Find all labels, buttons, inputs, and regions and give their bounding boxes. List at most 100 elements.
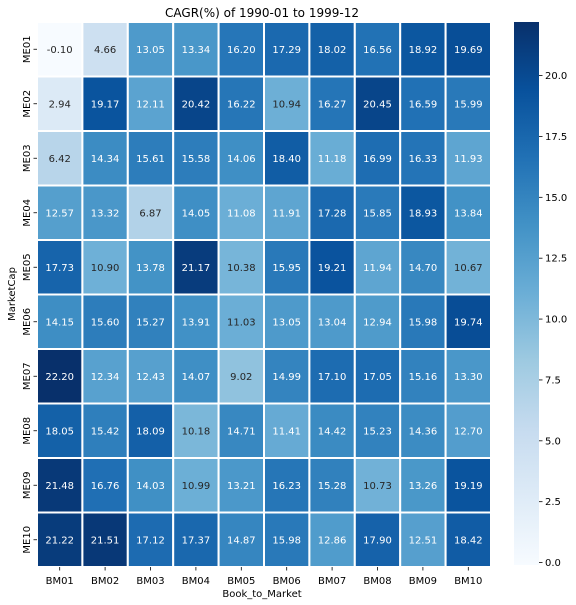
colorbar-tick-label: 20.0 [545,71,567,82]
heatmap-cell [217,402,266,459]
x-tick-label: BM09 [409,576,437,587]
cell-value-label: 16.99 [363,154,392,165]
heatmap-cell [308,75,356,132]
cell-value-label: 20.42 [182,99,211,110]
heatmap-cell [217,457,266,514]
heatmap-cell [308,184,356,241]
heatmap-cell [172,348,220,405]
cell-value-label: 17.28 [318,208,347,219]
cell-value-label: 15.61 [136,154,165,165]
cell-value-label: 19.17 [91,99,120,110]
cell-value-label: 15.95 [272,263,301,274]
cell-value-label: 16.76 [91,481,120,492]
heatmap-cell [263,75,311,132]
heatmap-cell [81,130,129,187]
colorbar-tick-label: 10.0 [545,315,567,326]
cell-value-label: 15.85 [363,208,392,219]
cell-value-label: 2.94 [49,99,71,110]
colorbar-tick-label: 7.5 [545,375,561,386]
cell-value-label: 15.58 [182,154,211,165]
cell-value-label: 19.74 [454,317,483,328]
heatmap-cell [36,184,84,241]
cell-value-label: 15.99 [454,99,483,110]
colorbar [514,22,539,565]
cell-value-label: 13.32 [91,208,120,219]
heatmap-cell [217,239,266,296]
cell-value-label: 14.05 [182,208,211,219]
y-tick-label: ME02 [22,90,33,118]
cell-value-label: 18.02 [318,45,347,56]
heatmap-cell [172,293,220,350]
cell-value-label: 17.12 [136,535,165,546]
cell-value-label: 16.22 [227,99,256,110]
heatmap-cell [353,239,402,296]
cell-value-label: 15.16 [409,372,438,383]
colorbar-tick-label: 2.5 [545,497,561,508]
cell-value-label: 18.09 [136,426,165,437]
heatmap-cell [172,75,220,132]
cell-value-label: 15.27 [136,317,165,328]
x-tick-label: BM05 [227,576,255,587]
cell-value-label: 12.57 [45,208,74,219]
heatmap-cell [444,21,493,78]
heatmap-cell [36,293,84,350]
cell-value-label: 15.42 [91,426,120,437]
cell-value-label: 19.69 [454,45,483,56]
cell-value-label: 13.05 [272,317,301,328]
heatmap-cell [81,75,129,132]
cell-value-label: 19.21 [318,263,347,274]
cell-value-label: 6.42 [49,154,71,165]
cell-value-label: 11.91 [272,208,301,219]
heatmap-cell [263,21,311,78]
cell-value-label: 14.34 [91,154,120,165]
cell-value-label: 16.56 [363,45,392,56]
heatmap-cell [444,239,493,296]
x-tick-label: BM04 [182,576,210,587]
cell-value-label: 10.67 [454,263,483,274]
cell-value-label: 17.29 [272,45,301,56]
cell-value-label: 21.48 [45,481,74,492]
x-tick-label: BM01 [46,576,74,587]
cell-value-label: 12.11 [136,99,165,110]
heatmap-cell [399,457,447,514]
heatmap-cell [353,348,402,405]
heatmap-cell [217,511,266,568]
cell-value-label: 15.60 [91,317,120,328]
heatmap-cell [399,348,447,405]
y-tick-label: ME05 [22,253,33,281]
cell-value-label: 18.93 [409,208,438,219]
cell-value-label: 11.03 [227,317,256,328]
heatmap-cell [263,239,311,296]
cell-value-label: 21.17 [182,263,211,274]
heatmap-cells: -0.10 4.66 13.05 13.34 16.20 17.29 18.02 16.56 1… [36,21,493,568]
heatmap-cell [444,511,493,568]
y-tick-label: ME03 [22,144,33,172]
heatmap-cell [263,348,311,405]
cell-value-label: 12.86 [318,535,347,546]
cell-value-label: 11.41 [272,426,301,437]
heatmap-cell [399,511,447,568]
heatmap-cell [444,75,493,132]
cell-value-label: 12.70 [454,426,483,437]
heatmap-cell [126,293,175,350]
cell-value-label: 15.98 [409,317,438,328]
cell-value-label: 14.42 [318,426,347,437]
heatmap-cell [308,130,356,187]
cell-value-label: 13.05 [136,45,165,56]
cell-value-label: 6.87 [139,208,161,219]
y-tick-label: ME04 [22,199,33,227]
cell-value-label: 19.19 [454,481,483,492]
cell-value-label: 17.10 [318,372,347,383]
cell-value-label: 15.28 [318,481,347,492]
cell-value-label: 4.66 [94,45,116,56]
cell-value-label: 16.20 [227,45,256,56]
heatmap-cell [353,511,402,568]
cell-value-label: 12.94 [363,317,392,328]
heatmap-cell [81,457,129,514]
cell-value-label: 10.94 [272,99,301,110]
y-tick-label: ME10 [22,526,33,554]
heatmap-cell [217,293,266,350]
heatmap-cell [444,457,493,514]
colorbar-tick-label: 17.5 [545,132,567,143]
